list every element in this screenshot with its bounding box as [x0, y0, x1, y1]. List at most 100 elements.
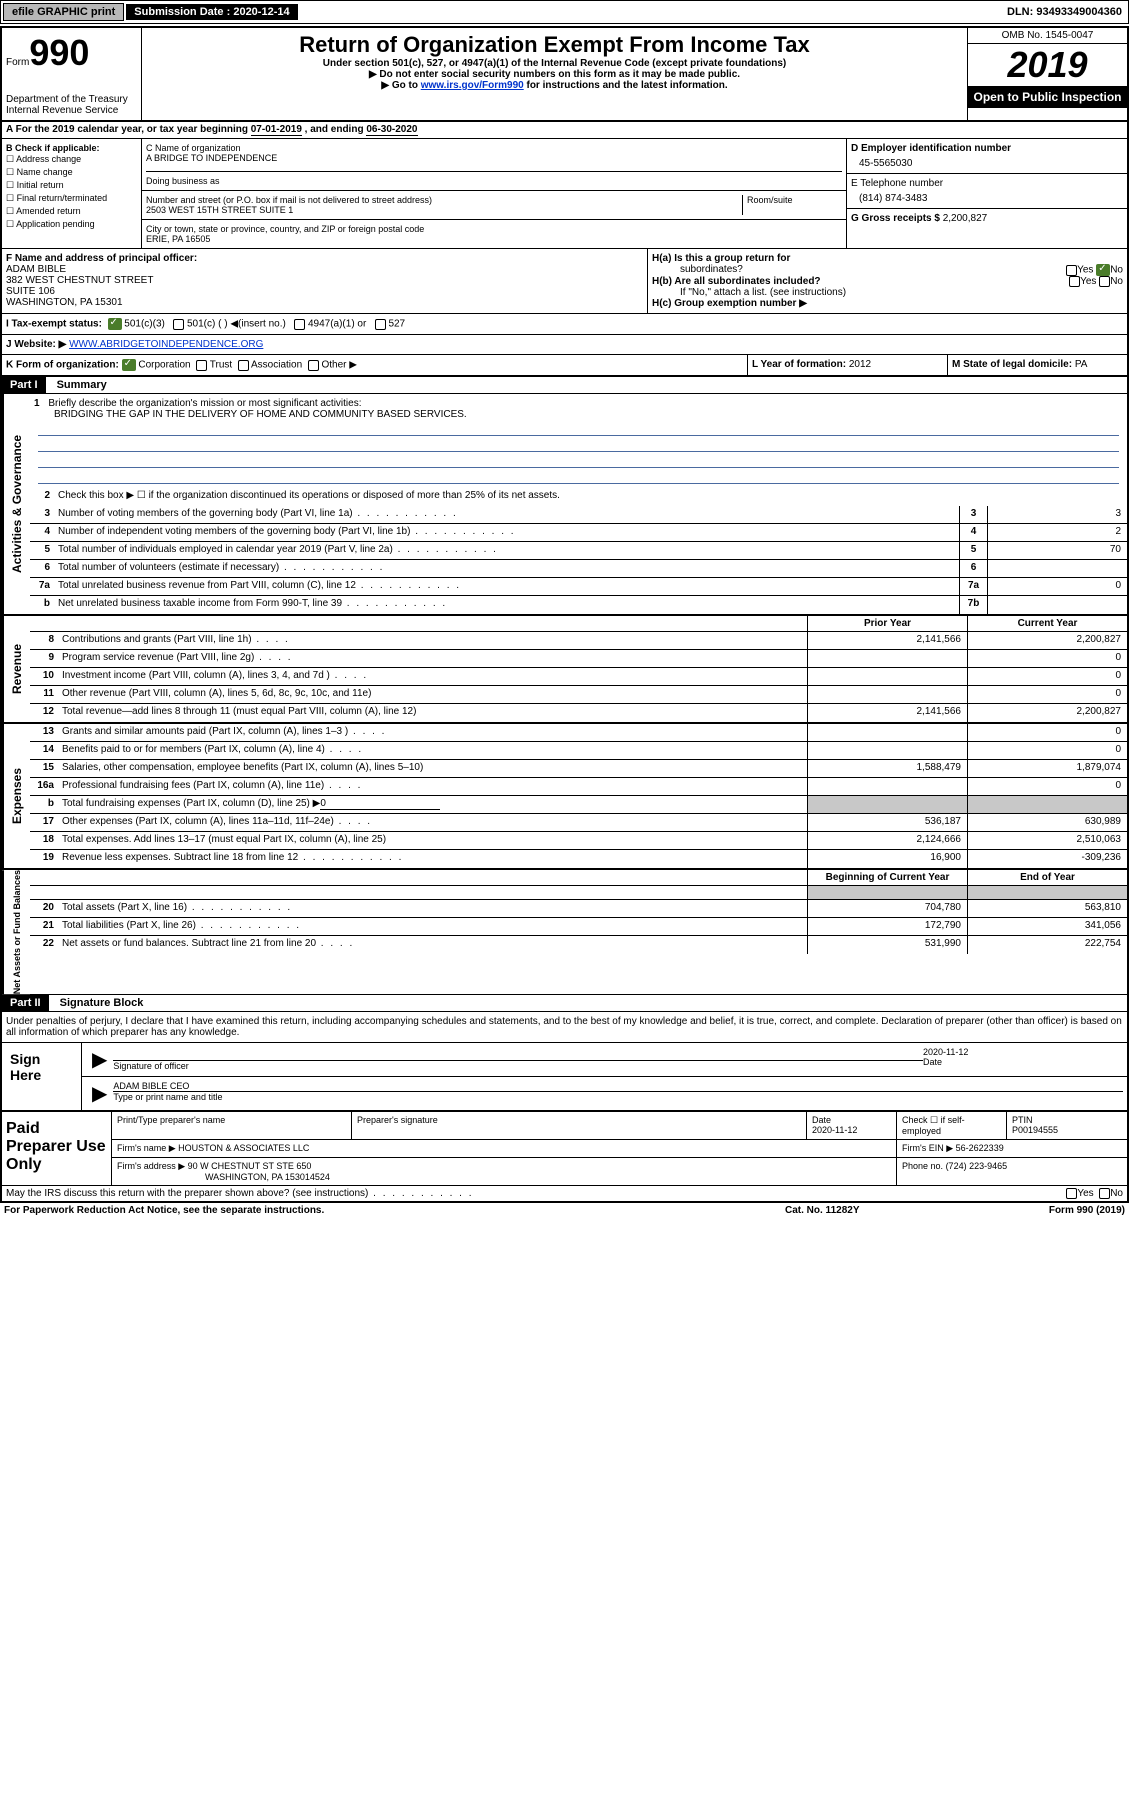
4947-check[interactable]: [294, 319, 305, 330]
org-website-link[interactable]: WWW.ABRIDGETOINDEPENDENCE.ORG: [69, 339, 263, 350]
chk-amended[interactable]: ☐ Amended return: [6, 205, 137, 218]
line20-end: 563,810: [967, 900, 1127, 917]
header-right: OMB No. 1545-0047 2019 Open to Public In…: [967, 28, 1127, 120]
phone-value: (814) 874-3483: [851, 189, 1123, 204]
hb-no-check[interactable]: [1099, 276, 1110, 287]
top-bar: efile GRAPHIC print Submission Date : 20…: [0, 0, 1129, 24]
line9-desc: Program service revenue (Part VIII, line…: [58, 650, 807, 667]
part2-badge: Part II: [2, 995, 49, 1011]
room-suite-label: Room/suite: [742, 195, 842, 215]
corp-check[interactable]: [122, 359, 136, 371]
tab-expenses: Expenses: [2, 724, 30, 868]
ein-value: 45-5565030: [851, 154, 1123, 169]
mission-blank-lines: [30, 420, 1127, 488]
org-name: A BRIDGE TO INDEPENDENCE: [146, 153, 842, 163]
revenue-section: Revenue Prior YearCurrent Year 8Contribu…: [2, 616, 1127, 724]
line16b-curr-grey: [967, 796, 1127, 813]
prep-date: 2020-11-12: [812, 1125, 857, 1135]
form-header: Form990 Department of the Treasury Inter…: [2, 28, 1127, 122]
group-return-block: H(a) Is this a group return for subordin…: [647, 249, 1127, 313]
line5-desc: Total number of individuals employed in …: [54, 542, 959, 559]
hb-yes-check[interactable]: [1069, 276, 1080, 287]
officer-group-row: F Name and address of principal officer:…: [2, 249, 1127, 314]
irs-label: Internal Revenue Service: [6, 105, 137, 116]
line4-desc: Number of independent voting members of …: [54, 524, 959, 541]
chk-final-return[interactable]: ☐ Final return/terminated: [6, 192, 137, 205]
line18-prior: 2,124,666: [807, 832, 967, 849]
discuss-row: May the IRS discuss this return with the…: [2, 1185, 1127, 1201]
firm-ein: 56-2622339: [956, 1143, 1004, 1153]
firm-phone: (724) 223-9465: [946, 1161, 1008, 1171]
arrow-icon: ▶: [86, 1047, 113, 1072]
principal-officer: F Name and address of principal officer:…: [2, 249, 647, 313]
efile-print-button[interactable]: efile GRAPHIC print: [3, 3, 124, 21]
501c3-check[interactable]: [108, 318, 122, 330]
year-formation: L Year of formation: 2012: [747, 355, 947, 375]
header-left: Form990 Department of the Treasury Inter…: [2, 28, 142, 120]
prep-sig-header: Preparer's signature: [352, 1112, 807, 1139]
instructions-link[interactable]: www.irs.gov/Form990: [421, 80, 524, 91]
tab-netassets: Net Assets or Fund Balances: [2, 870, 30, 994]
line18-curr: 2,510,063: [967, 832, 1127, 849]
discuss-no-check[interactable]: [1099, 1188, 1110, 1199]
chk-app-pending[interactable]: ☐ Application pending: [6, 218, 137, 231]
tab-governance: Activities & Governance: [2, 394, 30, 614]
mission-text: BRIDGING THE GAP IN THE DELIVERY OF HOME…: [34, 409, 467, 420]
line3-val: 3: [987, 506, 1127, 523]
line5-val: 70: [987, 542, 1127, 559]
line6-val: [987, 560, 1127, 577]
firm-ein-label: Firm's EIN ▶: [902, 1143, 953, 1153]
org-name-label: C Name of organization: [146, 143, 842, 153]
tax-period-line: A For the 2019 calendar year, or tax yea…: [2, 122, 1127, 139]
form-title: Return of Organization Exempt From Incom…: [146, 32, 963, 58]
line14-prior: [807, 742, 967, 759]
line7b-desc: Net unrelated business taxable income fr…: [54, 596, 959, 614]
ha-no-check[interactable]: [1096, 264, 1110, 276]
firm-addr1: 90 W CHESTNUT ST STE 650: [188, 1161, 312, 1171]
prior-year-header: Prior Year: [807, 616, 967, 631]
begin-year-header: Beginning of Current Year: [807, 870, 967, 885]
type-print-label: Type or print name and title: [113, 1092, 1123, 1102]
sign-here-label: Sign Here: [2, 1043, 82, 1110]
part2-header-row: Part II Signature Block: [2, 995, 1127, 1012]
arrow-icon: ▶: [86, 1081, 113, 1106]
line19-desc: Revenue less expenses. Subtract line 18 …: [58, 850, 807, 868]
line12-curr: 2,200,827: [967, 704, 1127, 722]
line8-desc: Contributions and grants (Part VIII, lin…: [58, 632, 807, 649]
street-value: 2503 WEST 15TH STREET SUITE 1: [146, 205, 742, 215]
other-check[interactable]: [308, 360, 319, 371]
line20-desc: Total assets (Part X, line 16): [58, 900, 807, 917]
end-year-header: End of Year: [967, 870, 1127, 885]
line3-desc: Number of voting members of the governin…: [54, 506, 959, 523]
line10-prior: [807, 668, 967, 685]
ptin-label: PTIN: [1012, 1115, 1033, 1125]
prep-date-header: Date: [812, 1115, 831, 1125]
assoc-check[interactable]: [238, 360, 249, 371]
line21-end: 341,056: [967, 918, 1127, 935]
line7a-val: 0: [987, 578, 1127, 595]
ha-yes-check[interactable]: [1066, 265, 1077, 276]
ein-label: D Employer identification number: [851, 143, 1011, 154]
line15-curr: 1,879,074: [967, 760, 1127, 777]
line7b-val: [987, 596, 1127, 614]
line10-curr: 0: [967, 668, 1127, 685]
discuss-yes-check[interactable]: [1066, 1188, 1077, 1199]
527-check[interactable]: [375, 319, 386, 330]
chk-address-change[interactable]: ☐ Address change: [6, 153, 137, 166]
line16a-curr: 0: [967, 778, 1127, 795]
prep-selfemp[interactable]: Check ☐ if self-employed: [897, 1112, 1007, 1139]
discuss-label: May the IRS discuss this return with the…: [6, 1188, 1066, 1199]
chk-name-change[interactable]: ☐ Name change: [6, 166, 137, 179]
firm-addr-label: Firm's address ▶: [117, 1161, 185, 1171]
line2-desc: Check this box ▶ ☐ if the organization d…: [54, 488, 1127, 506]
dept-treasury: Department of the Treasury: [6, 94, 137, 105]
subtitle-1: Under section 501(c), 527, or 4947(a)(1)…: [146, 58, 963, 69]
line22-begin: 531,990: [807, 936, 967, 954]
street-label: Number and street (or P.O. box if mail i…: [146, 195, 742, 205]
501c-check[interactable]: [173, 319, 184, 330]
city-label: City or town, state or province, country…: [146, 224, 842, 234]
identification-block: B Check if applicable: ☐ Address change …: [2, 139, 1127, 249]
trust-check[interactable]: [196, 360, 207, 371]
officer-sig-label: Signature of officer: [113, 1061, 923, 1071]
chk-initial-return[interactable]: ☐ Initial return: [6, 179, 137, 192]
